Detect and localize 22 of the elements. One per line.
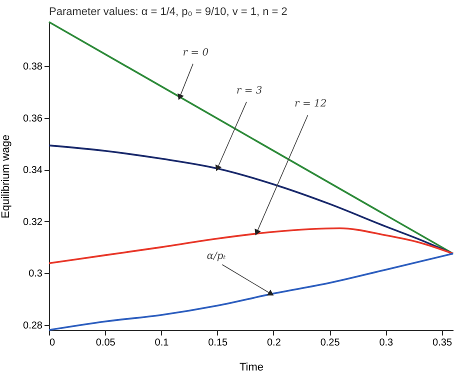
x-axis-title: Time [239, 362, 264, 372]
line-series [48, 227, 454, 264]
x-tick-label: 0 [50, 338, 56, 348]
y-tick-label: 0.3 [28, 268, 43, 280]
y-tick-label: 0.36 [23, 113, 43, 124]
y-tick-label: 0.34 [23, 165, 43, 176]
x-tick-label: 0.1 [154, 338, 170, 348]
annotation: α/pₜ [206, 251, 226, 262]
x-tick-label: 0.35 [432, 338, 452, 348]
y-axis-title: Equilibrium wage [0, 134, 12, 218]
x-tick-label: 0.3 [379, 338, 394, 348]
x-tick-label: 0.2 [266, 338, 282, 348]
annotation: r = 3 [236, 85, 262, 96]
x-tick-label: 0.05 [96, 338, 116, 348]
y-tick-label: 0.32 [23, 216, 43, 228]
y-tick-label: 0.28 [23, 320, 43, 332]
annotation: r = 0 [182, 47, 210, 58]
x-tick-label: 0.15 [208, 338, 228, 348]
annotation: r = 12 [294, 98, 327, 110]
chart-title: Parameter values: α = 1/4, p₀ = 9/10, v = 1, n = 2 [49, 6, 288, 18]
x-tick-label: 0.25 [320, 338, 340, 348]
y-tick-label: 0.38 [23, 62, 43, 72]
